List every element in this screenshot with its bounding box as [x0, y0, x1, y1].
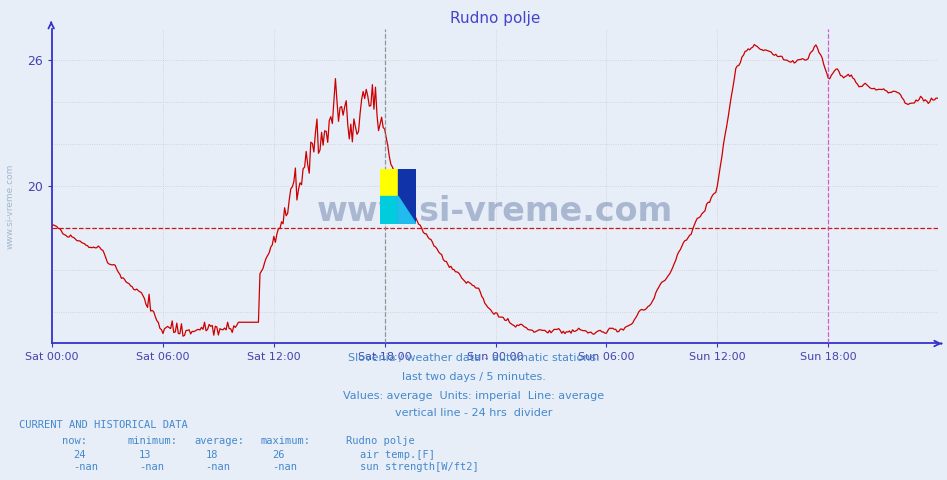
Text: Values: average  Units: imperial  Line: average: Values: average Units: imperial Line: av… [343, 391, 604, 401]
Text: -nan: -nan [205, 462, 230, 472]
Text: average:: average: [194, 436, 244, 446]
Text: now:: now: [62, 436, 86, 446]
Text: 26: 26 [272, 450, 284, 460]
Text: maximum:: maximum: [260, 436, 311, 446]
Text: 18: 18 [205, 450, 218, 460]
Text: www.si-vreme.com: www.si-vreme.com [316, 195, 673, 228]
Text: -nan: -nan [139, 462, 164, 472]
Polygon shape [398, 196, 416, 224]
Text: 13: 13 [139, 450, 152, 460]
Text: air temp.[F]: air temp.[F] [360, 450, 435, 460]
Text: 24: 24 [73, 450, 85, 460]
Text: -nan: -nan [272, 462, 296, 472]
Title: Rudno polje: Rudno polje [450, 11, 540, 26]
Text: Rudno polje: Rudno polje [346, 436, 415, 446]
Text: CURRENT AND HISTORICAL DATA: CURRENT AND HISTORICAL DATA [19, 420, 188, 430]
Bar [380, 168, 398, 196]
Text: -nan: -nan [73, 462, 98, 472]
Text: last two days / 5 minutes.: last two days / 5 minutes. [402, 372, 545, 382]
Bar [380, 196, 398, 224]
Text: minimum:: minimum: [128, 436, 178, 446]
Polygon shape [398, 168, 416, 224]
Text: sun strength[W/ft2]: sun strength[W/ft2] [360, 462, 478, 472]
Text: www.si-vreme.com: www.si-vreme.com [6, 164, 15, 249]
Text: vertical line - 24 hrs  divider: vertical line - 24 hrs divider [395, 408, 552, 418]
Text: Slovenia / weather data - automatic stations.: Slovenia / weather data - automatic stat… [348, 353, 599, 363]
